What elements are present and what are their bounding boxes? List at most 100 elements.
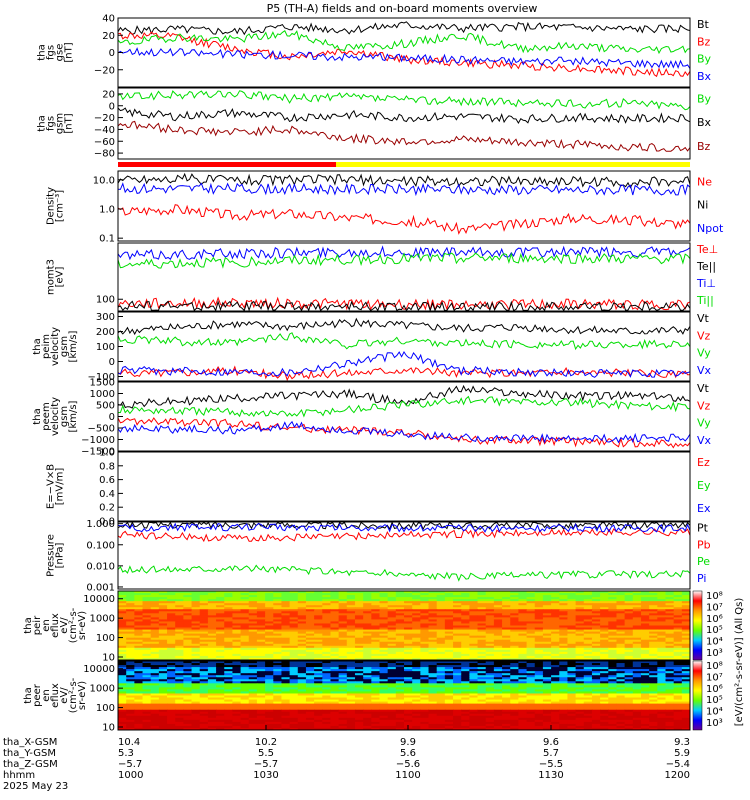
- panel-frame: [117, 521, 691, 590]
- spectrogram-cell: [387, 599, 397, 602]
- spectrogram-cell: [526, 615, 536, 618]
- spectrogram-cell: [428, 663, 438, 666]
- spectrogram-cell: [289, 591, 299, 594]
- spectrogram-cell: [567, 661, 577, 664]
- spectrogram-cell: [632, 665, 642, 668]
- x-row-value: −5.7: [118, 759, 142, 770]
- spectrogram-cell: [640, 715, 650, 719]
- colorbar-tick-label: 10⁵: [706, 625, 723, 636]
- spectrogram-cell: [526, 613, 536, 616]
- spectrogram-cell: [649, 633, 658, 637]
- spectrogram-cell: [502, 721, 511, 725]
- spectrogram-cell: [126, 627, 135, 631]
- spectrogram-cell: [624, 601, 634, 604]
- legend-vx: Vx: [697, 364, 712, 377]
- spectrogram-cell: [461, 607, 470, 610]
- spectrogram-cell: [526, 637, 536, 641]
- spectrogram-cell: [150, 681, 160, 684]
- spectrogram-cell: [534, 641, 544, 645]
- spectrogram-cell: [649, 595, 658, 598]
- spectrogram-cell: [493, 665, 503, 668]
- spectrogram-cell: [616, 641, 626, 645]
- spectrogram-cell: [608, 691, 617, 694]
- spectrogram-cell: [632, 615, 642, 618]
- spectrogram-cell: [624, 633, 634, 637]
- spectrogram-cell: [175, 691, 184, 694]
- spectrogram-cell: [207, 663, 217, 666]
- spectrogram-cell: [371, 603, 380, 606]
- series-vx-line: [117, 420, 691, 444]
- spectrogram-cell: [469, 693, 479, 696]
- spectrogram-cell: [551, 631, 560, 635]
- spectrogram-cell: [363, 723, 372, 727]
- spectrogram-cell: [502, 693, 511, 696]
- spectrogram-cell: [575, 653, 585, 657]
- spectrogram-cell: [142, 627, 152, 631]
- spectrogram-cell: [583, 597, 593, 600]
- spectrogram-cell: [632, 707, 642, 711]
- spectrogram-cell: [583, 613, 593, 616]
- spectrogram-cell: [322, 685, 331, 688]
- spectrogram-cell: [216, 711, 225, 715]
- spectrogram-cell: [338, 607, 348, 610]
- spectrogram-cell: [493, 631, 503, 635]
- spectrogram-cell: [534, 623, 544, 626]
- spectrogram-cell: [493, 629, 503, 633]
- spectrogram-cell: [158, 675, 168, 678]
- spectrogram-cell: [485, 605, 495, 608]
- spectrogram-cell: [559, 637, 568, 641]
- spectrogram-cell: [624, 609, 634, 612]
- spectrogram-cell: [175, 689, 184, 692]
- spectrogram-cell: [624, 701, 634, 705]
- panel-frame: [117, 170, 691, 242]
- spectrogram-cell: [412, 629, 421, 633]
- spectrogram-cell: [297, 693, 307, 696]
- spectrogram-cell: [559, 609, 568, 612]
- spectrogram-cell: [387, 675, 397, 678]
- spectrogram-cell: [404, 711, 413, 715]
- spectrogram-cell: [469, 667, 479, 670]
- spectrogram-cell: [559, 601, 568, 604]
- spectrogram-cell: [314, 623, 323, 626]
- spectrogram-cell: [412, 691, 421, 694]
- spectrogram-cell: [567, 613, 577, 616]
- spectrogram-cell: [240, 621, 250, 624]
- spectrogram-cell: [608, 721, 617, 725]
- spectrogram-cell: [322, 723, 331, 727]
- spectrogram-cell: [363, 693, 372, 696]
- spectrogram-cell: [273, 639, 282, 643]
- spectrogram-cell: [265, 701, 274, 705]
- spectrogram-cell: [387, 647, 397, 651]
- spectrogram-cell: [608, 699, 617, 703]
- spectrogram-cell: [469, 709, 479, 713]
- spectrogram-cell: [436, 713, 446, 717]
- spectrogram-cell: [118, 701, 127, 705]
- spectrogram-cell: [346, 707, 356, 711]
- spectrogram-cell: [526, 707, 536, 711]
- spectrogram-cell: [665, 699, 675, 703]
- spectrogram-cell: [371, 641, 380, 645]
- spectrogram-cell: [379, 711, 389, 715]
- spectrogram-cell: [134, 687, 144, 690]
- spectrogram-cell: [469, 669, 479, 672]
- spectrogram-cell: [248, 715, 258, 719]
- spectrogram-cell: [371, 619, 380, 622]
- spectrogram-cell: [314, 697, 323, 701]
- spectrogram-cell: [444, 693, 454, 696]
- spectrogram-cell: [681, 647, 691, 651]
- spectrogram-cell: [542, 677, 552, 680]
- spectrogram-cell: [510, 617, 519, 620]
- spectrogram-cell: [624, 621, 634, 624]
- spectrogram-cell: [354, 723, 364, 727]
- spectrogram-cell: [551, 625, 560, 629]
- spectrogram-cell: [297, 655, 307, 659]
- spectrogram-cell: [265, 651, 274, 655]
- spectrogram-cell: [118, 707, 127, 711]
- spectrogram-cell: [526, 711, 536, 715]
- spectrogram-cell: [542, 693, 552, 696]
- spectrogram-cell: [608, 683, 617, 686]
- spectrogram-cell: [436, 619, 446, 622]
- spectrogram-cell: [191, 593, 201, 596]
- spectrogram-cell: [265, 597, 274, 600]
- spectrogram-cell: [649, 643, 658, 647]
